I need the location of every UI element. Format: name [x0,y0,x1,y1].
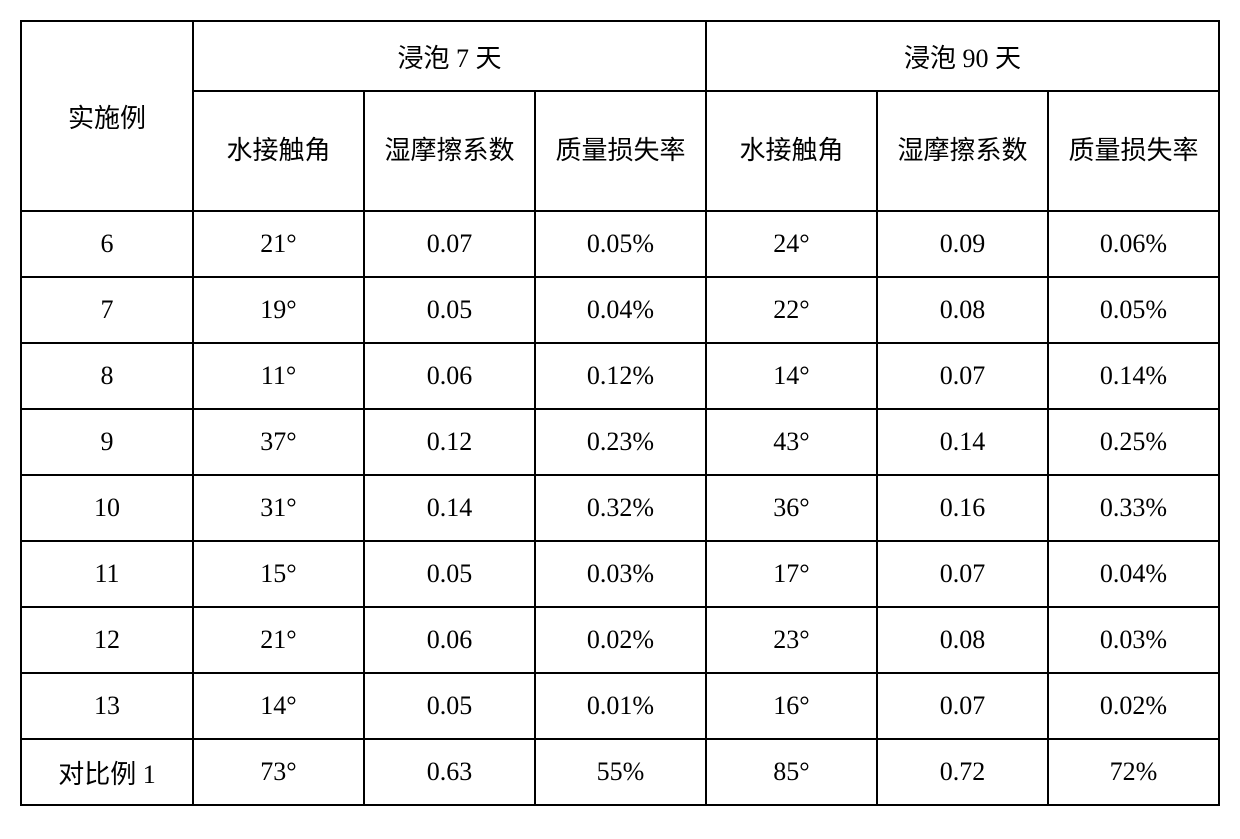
cell-contact-angle-90: 16° [706,673,877,739]
cell-friction-7: 0.07 [364,211,535,277]
cell-contact-angle-90: 24° [706,211,877,277]
table-row: 8 11° 0.06 0.12% 14° 0.07 0.14% [21,343,1219,409]
cell-example: 12 [21,607,193,673]
cell-mass-loss-7: 0.03% [535,541,706,607]
cell-example: 对比例 1 [21,739,193,805]
cell-contact-angle-7: 14° [193,673,364,739]
cell-mass-loss-90: 0.02% [1048,673,1219,739]
cell-friction-7: 0.06 [364,343,535,409]
cell-contact-angle-7: 19° [193,277,364,343]
cell-example: 13 [21,673,193,739]
table-body: 6 21° 0.07 0.05% 24° 0.09 0.06% 7 19° 0.… [21,211,1219,805]
table-row: 10 31° 0.14 0.32% 36° 0.16 0.33% [21,475,1219,541]
cell-contact-angle-90: 22° [706,277,877,343]
cell-mass-loss-7: 0.05% [535,211,706,277]
cell-contact-angle-7: 11° [193,343,364,409]
cell-contact-angle-90: 17° [706,541,877,607]
cell-mass-loss-90: 0.05% [1048,277,1219,343]
cell-example: 7 [21,277,193,343]
cell-contact-angle-90: 14° [706,343,877,409]
cell-friction-7: 0.12 [364,409,535,475]
cell-mass-loss-7: 55% [535,739,706,805]
cell-friction-7: 0.05 [364,673,535,739]
cell-contact-angle-90: 23° [706,607,877,673]
cell-mass-loss-90: 0.06% [1048,211,1219,277]
table-row: 13 14° 0.05 0.01% 16° 0.07 0.02% [21,673,1219,739]
table-row: 11 15° 0.05 0.03% 17° 0.07 0.04% [21,541,1219,607]
cell-friction-7: 0.14 [364,475,535,541]
cell-mass-loss-7: 0.04% [535,277,706,343]
cell-example: 10 [21,475,193,541]
header-contact-angle-7: 水接触角 [193,91,364,211]
cell-mass-loss-7: 0.02% [535,607,706,673]
header-group-7days: 浸泡 7 天 [193,21,706,91]
cell-friction-90: 0.07 [877,343,1048,409]
cell-mass-loss-90: 0.04% [1048,541,1219,607]
cell-friction-90: 0.07 [877,673,1048,739]
table-row: 对比例 1 73° 0.63 55% 85° 0.72 72% [21,739,1219,805]
cell-contact-angle-90: 43° [706,409,877,475]
cell-contact-angle-7: 73° [193,739,364,805]
cell-contact-angle-7: 21° [193,607,364,673]
header-friction-90: 湿摩擦系数 [877,91,1048,211]
header-contact-angle-90: 水接触角 [706,91,877,211]
cell-friction-90: 0.16 [877,475,1048,541]
cell-mass-loss-7: 0.12% [535,343,706,409]
cell-contact-angle-90: 36° [706,475,877,541]
cell-contact-angle-7: 21° [193,211,364,277]
cell-mass-loss-7: 0.23% [535,409,706,475]
cell-friction-7: 0.05 [364,541,535,607]
cell-friction-90: 0.72 [877,739,1048,805]
cell-example: 8 [21,343,193,409]
header-friction-7: 湿摩擦系数 [364,91,535,211]
table-row: 9 37° 0.12 0.23% 43° 0.14 0.25% [21,409,1219,475]
cell-contact-angle-7: 37° [193,409,364,475]
cell-friction-90: 0.08 [877,607,1048,673]
header-mass-loss-7: 质量损失率 [535,91,706,211]
cell-mass-loss-90: 0.03% [1048,607,1219,673]
cell-friction-7: 0.05 [364,277,535,343]
cell-contact-angle-7: 15° [193,541,364,607]
cell-friction-90: 0.09 [877,211,1048,277]
header-mass-loss-90: 质量损失率 [1048,91,1219,211]
cell-mass-loss-7: 0.32% [535,475,706,541]
cell-mass-loss-90: 0.14% [1048,343,1219,409]
cell-friction-90: 0.14 [877,409,1048,475]
cell-mass-loss-7: 0.01% [535,673,706,739]
header-row-2: 水接触角 湿摩擦系数 质量损失率 水接触角 湿摩擦系数 质量损失率 [21,91,1219,211]
cell-friction-90: 0.08 [877,277,1048,343]
header-row-1: 实施例 浸泡 7 天 浸泡 90 天 [21,21,1219,91]
data-table: 实施例 浸泡 7 天 浸泡 90 天 水接触角 湿摩擦系数 质量损失率 水接触角… [20,20,1220,806]
table-row: 12 21° 0.06 0.02% 23° 0.08 0.03% [21,607,1219,673]
cell-mass-loss-90: 0.25% [1048,409,1219,475]
cell-contact-angle-90: 85° [706,739,877,805]
cell-friction-90: 0.07 [877,541,1048,607]
cell-friction-7: 0.63 [364,739,535,805]
cell-mass-loss-90: 72% [1048,739,1219,805]
table-row: 6 21° 0.07 0.05% 24° 0.09 0.06% [21,211,1219,277]
cell-example: 9 [21,409,193,475]
cell-friction-7: 0.06 [364,607,535,673]
cell-example: 6 [21,211,193,277]
table-row: 7 19° 0.05 0.04% 22° 0.08 0.05% [21,277,1219,343]
header-example: 实施例 [21,21,193,211]
cell-mass-loss-90: 0.33% [1048,475,1219,541]
cell-contact-angle-7: 31° [193,475,364,541]
cell-example: 11 [21,541,193,607]
header-group-90days: 浸泡 90 天 [706,21,1219,91]
